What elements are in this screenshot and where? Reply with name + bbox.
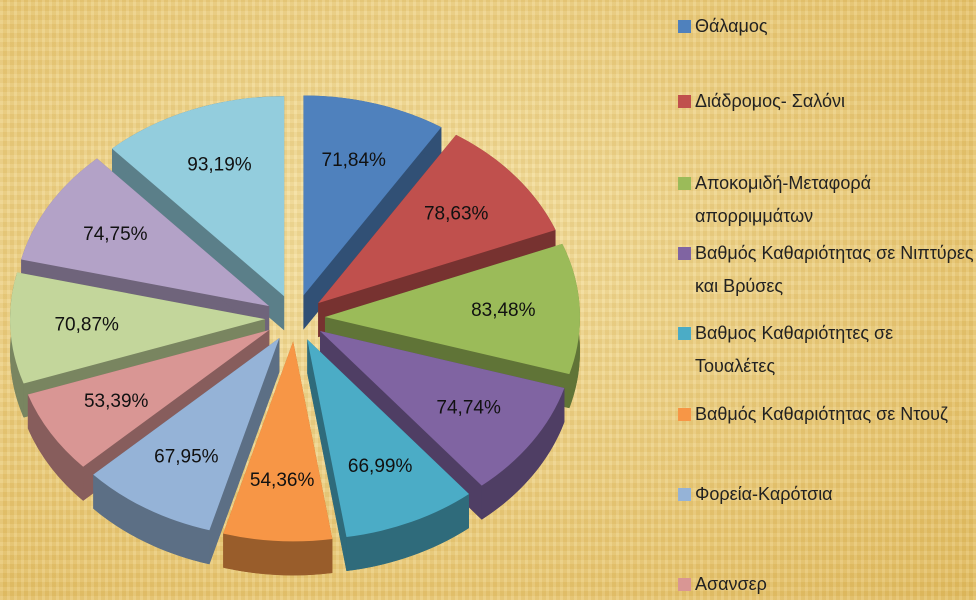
- legend-label: Αποκομιδή-Μεταφορά απορριμμάτων: [695, 173, 871, 226]
- slice: [307, 339, 469, 537]
- slice-wall: [481, 388, 565, 520]
- data-label: 93,19%: [187, 155, 252, 176]
- slice: [93, 337, 280, 531]
- slice: [10, 272, 266, 384]
- slice-side: [307, 339, 347, 571]
- legend-label: Ασανσερ: [695, 574, 767, 594]
- data-label: 78,63%: [424, 203, 489, 224]
- slice: [303, 95, 442, 296]
- slice: [319, 330, 565, 486]
- slice: [21, 158, 270, 307]
- slice-wall: [346, 493, 469, 571]
- data-label: 66,99%: [348, 456, 413, 477]
- data-label: 53,39%: [84, 391, 149, 412]
- legend-label: Φορεία-Καρότσια: [695, 484, 833, 504]
- legend-entry: Φορεία-Καρότσια: [678, 478, 976, 511]
- legend-label: Βαθμος Καθαριότητες σε Τουαλέτες: [695, 323, 894, 376]
- slice-wall: [27, 394, 84, 501]
- legend-entry: Ασανσερ: [678, 568, 976, 600]
- slice-wall: [93, 474, 210, 565]
- data-label: 54,36%: [250, 470, 315, 491]
- slice: [324, 243, 580, 375]
- slice-side: [303, 127, 442, 330]
- pie-area: 71,84% 78,63% 83,48% 74,74% 66,99% 54,36% 67,9…: [10, 95, 580, 576]
- legend-label: Βαθμός Καθαριότητας σε Νιπτύρες και Βρύσ…: [695, 243, 974, 296]
- legend-label: Θάλαμος: [695, 16, 768, 36]
- legend-swatch: [678, 247, 691, 260]
- legend-label: Βαθμός Καθαριότητας σε Ντουζ: [695, 404, 948, 424]
- slice: [318, 134, 556, 304]
- data-label: 74,75%: [83, 224, 148, 245]
- slice: [112, 96, 285, 297]
- slice-wall: [223, 533, 333, 576]
- legend-swatch: [678, 20, 691, 33]
- data-label: 74,74%: [436, 397, 501, 418]
- legend-entry: Διάδρομος- Σαλόνι: [678, 85, 976, 118]
- legend-entry: Βαθμος Καθαριότητες σε Τουαλέτες: [678, 317, 976, 383]
- legend-swatch: [678, 578, 691, 591]
- slice: [223, 341, 333, 542]
- data-label: 67,95%: [154, 446, 219, 467]
- legend-swatch: [678, 488, 691, 501]
- legend-swatch: [678, 95, 691, 108]
- legend-label: Διάδρομος- Σαλόνι: [695, 91, 846, 111]
- legend-swatch: [678, 177, 691, 190]
- legend-entry: Αποκομιδή-Μεταφορά απορριμμάτων: [678, 167, 976, 233]
- legend-swatch: [678, 408, 691, 421]
- slice: [27, 330, 270, 467]
- legend-entry: Βαθμός Καθαριότητας σε Νιπτύρες και Βρύσ…: [678, 237, 976, 303]
- legend-entry: Θάλαμος: [678, 10, 976, 43]
- data-label: 71,84%: [322, 150, 387, 171]
- slice-side: [209, 337, 280, 565]
- data-label: 83,48%: [471, 300, 536, 321]
- legend-swatch: [678, 327, 691, 340]
- legend-entry: Βαθμός Καθαριότητας σε Ντουζ: [678, 398, 976, 431]
- data-label: 70,87%: [54, 315, 119, 336]
